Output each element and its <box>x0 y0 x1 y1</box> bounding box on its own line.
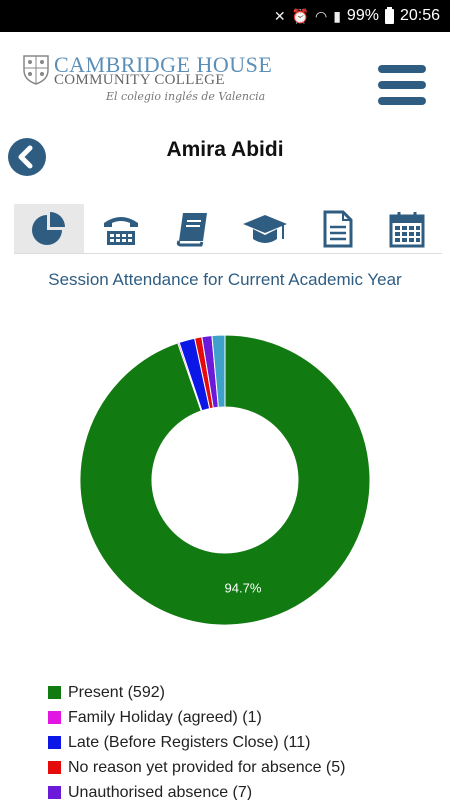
student-name: Amira Abidi <box>166 138 284 161</box>
app-header: CAMBRIDGE HOUSE COMMUNITY COLLEGE El col… <box>0 32 450 120</box>
tab-attendance[interactable] <box>14 204 84 253</box>
slice-label-present: 94.7% <box>225 581 262 596</box>
logo-tagline: El colegio inglés de Valencia <box>106 90 266 103</box>
mute-icon: ✕ <box>273 7 286 24</box>
menu-bar-icon <box>378 81 426 89</box>
attendance-chart: 94.7% <box>70 325 380 635</box>
clock: 20:56 <box>399 7 440 24</box>
legend-label: Late (Before Registers Close) (11) <box>68 733 311 751</box>
battery-percent: 99% <box>346 7 379 24</box>
alarm-icon: ⏰ <box>291 7 309 24</box>
logo-title: CAMBRIDGE HOUSE <box>54 52 273 77</box>
wifi-icon: ◠ <box>314 7 328 24</box>
legend-item[interactable]: Unauthorised absence (7) <box>48 780 448 800</box>
chart-title: Session Attendance for Current Academic … <box>48 270 402 289</box>
legend-swatch <box>48 761 61 774</box>
pie-chart-icon <box>32 211 65 245</box>
tab-contacts[interactable] <box>86 204 156 253</box>
legend-item[interactable]: Late (Before Registers Close) (11) <box>48 730 448 755</box>
donut-slice-present[interactable] <box>79 334 371 626</box>
telephone-icon <box>104 216 138 245</box>
section-tabs <box>14 204 442 254</box>
legend-swatch <box>48 736 61 749</box>
logo-subtitle: COMMUNITY COLLEGE <box>54 72 225 88</box>
book-icon <box>176 212 207 246</box>
status-bar: ✕ ⏰ ◠ ▮ 99% 20:56 <box>0 0 450 32</box>
tab-reports[interactable] <box>302 204 372 253</box>
battery-icon <box>384 6 394 24</box>
legend-item[interactable]: No reason yet provided for absence (5) <box>48 755 448 780</box>
document-icon <box>323 210 353 247</box>
legend-swatch <box>48 786 61 799</box>
legend-label: Present (592) <box>68 683 165 701</box>
legend-swatch <box>48 686 61 699</box>
donut-slice-other[interactable] <box>211 334 226 408</box>
tab-calendar[interactable] <box>372 204 442 253</box>
menu-bar-icon <box>378 65 426 73</box>
chevron-left-icon <box>18 145 33 169</box>
chart-legend: Present (592) Family Holiday (agreed) (1)… <box>48 680 448 800</box>
tab-grades[interactable] <box>230 204 300 253</box>
legend-swatch <box>48 711 61 724</box>
back-button[interactable] <box>8 138 46 176</box>
school-logo[interactable]: CAMBRIDGE HOUSE COMMUNITY COLLEGE El col… <box>22 52 282 112</box>
calendar-icon <box>389 211 425 247</box>
legend-label: No reason yet provided for absence (5) <box>68 758 346 776</box>
signal-icon: ▮ <box>333 7 341 24</box>
graduation-cap-icon <box>243 214 287 243</box>
legend-label: Family Holiday (agreed) (1) <box>68 708 262 726</box>
legend-item[interactable]: Family Holiday (agreed) (1) <box>48 705 448 730</box>
legend-item[interactable]: Present (592) <box>48 680 448 705</box>
hamburger-menu-button[interactable] <box>378 65 426 105</box>
crest-icon <box>23 55 49 85</box>
legend-label: Unauthorised absence (7) <box>68 783 253 800</box>
tab-homework[interactable] <box>158 204 228 253</box>
attendance-donut-chart: 94.7% <box>79 334 371 626</box>
menu-bar-icon <box>378 97 426 105</box>
